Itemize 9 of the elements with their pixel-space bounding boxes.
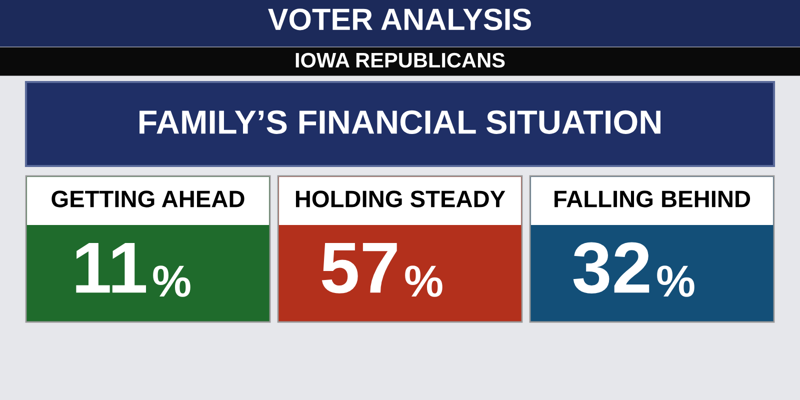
category-label: GETTING AHEAD — [52, 190, 244, 208]
data-label: 57% — [322, 242, 442, 297]
text: IOWA REPUBLICANS — [296, 52, 505, 68]
category-label: FALLING BEHIND — [554, 190, 750, 208]
text: FAMILY’S FINANCIAL SITUATION — [140, 110, 660, 134]
data-label: 11% — [76, 242, 190, 297]
text: VOTER ANALYSIS — [268, 8, 531, 30]
data-label: 32% — [573, 242, 694, 297]
category-label: HOLDING STEADY — [296, 190, 506, 208]
